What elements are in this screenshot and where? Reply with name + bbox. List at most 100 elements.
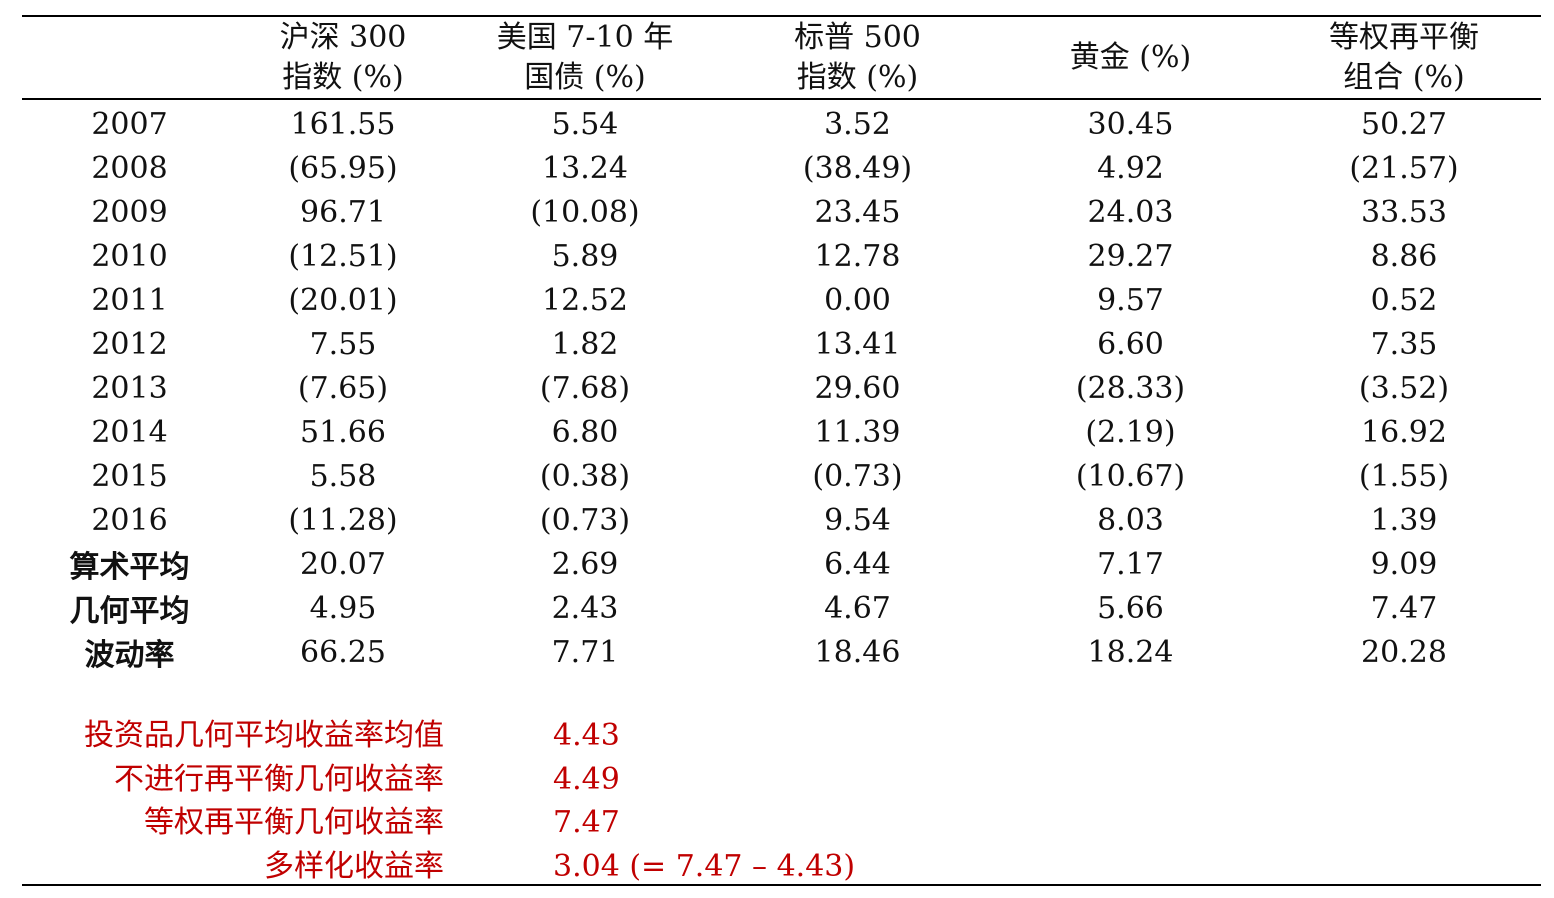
table-cell: 96.71 bbox=[300, 194, 386, 230]
table-row: 2007 161.55 5.54 3.52 30.45 50.27 bbox=[22, 98, 1541, 146]
table-cell: 6.80 bbox=[551, 414, 619, 450]
table-row: 几何平均 4.95 2.43 4.67 5.66 7.47 bbox=[22, 586, 1541, 630]
summary-row: 投资品几何平均收益率均值 4.43 bbox=[22, 714, 922, 758]
table-cell: 5.66 bbox=[1097, 590, 1164, 626]
column-header-line2: 指数 (%) bbox=[282, 59, 404, 95]
table-row: 波动率 66.25 7.71 18.46 18.24 20.28 bbox=[22, 630, 1541, 674]
table-cell: (0.73) bbox=[812, 458, 903, 494]
table-cell: 7.47 bbox=[1370, 590, 1438, 626]
column-header-line1: 黄金 (%) bbox=[1069, 39, 1192, 75]
table-row: 2013 (7.65) (7.68) 29.60 (28.33) (3.52) bbox=[22, 366, 1541, 410]
header-row: 沪深 300 指数 (%) 美国 7-10 年国债 (%) 标普 500 指数 (%) 黄… bbox=[22, 17, 1541, 98]
table-cell: 5.89 bbox=[551, 238, 619, 274]
summary-value: 4.43 bbox=[553, 718, 620, 753]
table-cell: 20.07 bbox=[300, 546, 386, 582]
summary-row: 不进行再平衡几何收益率 4.49 bbox=[22, 758, 922, 802]
column-header: 沪深 300 指数 (%) bbox=[237, 17, 449, 98]
table-row: 2010 (12.51) 5.89 12.78 29.27 8.86 bbox=[22, 234, 1541, 278]
column-header-line2: 指数 (%) bbox=[796, 59, 919, 95]
table-cell: 7.35 bbox=[1370, 326, 1438, 362]
row-label: 2014 bbox=[91, 414, 168, 450]
table-cell: (12.51) bbox=[288, 238, 398, 274]
row-label: 算术平均 bbox=[69, 550, 190, 585]
table-cell: 12.52 bbox=[542, 282, 628, 318]
table-cell: (10.08) bbox=[530, 194, 640, 230]
table-cell: (65.95) bbox=[288, 150, 398, 186]
top-rule bbox=[22, 15, 1541, 17]
table-cell: (0.73) bbox=[539, 502, 631, 538]
column-header: 黄金 (%) bbox=[994, 17, 1267, 98]
table-cell: 66.25 bbox=[300, 634, 386, 670]
table-cell: 20.28 bbox=[1361, 634, 1447, 670]
table-cell: 18.24 bbox=[1087, 634, 1174, 670]
table-cell: (3.52) bbox=[1358, 370, 1450, 406]
row-label: 2011 bbox=[91, 282, 168, 318]
table-cell: 30.45 bbox=[1087, 106, 1174, 142]
table-cell: 9.09 bbox=[1370, 546, 1438, 582]
table-row: 2012 7.55 1.82 13.41 6.60 7.35 bbox=[22, 322, 1541, 366]
table-row: 2016 (11.28) (0.73) 9.54 8.03 1.39 bbox=[22, 498, 1541, 542]
table-cell: 13.24 bbox=[542, 150, 628, 186]
table-cell: 8.86 bbox=[1370, 238, 1438, 274]
table-cell: 1.82 bbox=[551, 326, 619, 362]
row-label: 2008 bbox=[91, 150, 168, 186]
table-cell: (21.57) bbox=[1349, 150, 1459, 186]
table-cell: (2.19) bbox=[1085, 414, 1176, 450]
table-cell: 50.27 bbox=[1361, 106, 1447, 142]
column-header-line1: 标普 500 bbox=[794, 19, 921, 55]
summary-value: 7.47 bbox=[553, 805, 620, 840]
table-cell: 2.43 bbox=[551, 590, 619, 626]
table-cell: (20.01) bbox=[288, 282, 398, 318]
table-cell: 29.60 bbox=[814, 370, 901, 406]
table-cell: (1.55) bbox=[1358, 458, 1450, 494]
table-cell: 9.54 bbox=[824, 502, 891, 538]
table-cell: 2.69 bbox=[551, 546, 619, 582]
table-cell: 18.46 bbox=[814, 634, 901, 670]
table-cell: (28.33) bbox=[1075, 370, 1186, 406]
summary-section: 投资品几何平均收益率均值 4.43 不进行再平衡几何收益率 4.49 等权再平衡几何收益… bbox=[22, 714, 922, 888]
table-row: 算术平均 20.07 2.69 6.44 7.17 9.09 bbox=[22, 542, 1541, 586]
table-cell: (7.68) bbox=[539, 370, 631, 406]
row-label: 2012 bbox=[91, 326, 168, 362]
table-cell: (10.67) bbox=[1075, 458, 1186, 494]
table-cell: 16.92 bbox=[1361, 414, 1447, 450]
summary-row: 等权再平衡几何收益率 7.47 bbox=[22, 801, 922, 845]
table-cell: 4.67 bbox=[824, 590, 891, 626]
table-cell: 7.17 bbox=[1097, 546, 1164, 582]
bottom-rule bbox=[22, 884, 1541, 886]
summary-label: 投资品几何平均收益率均值 bbox=[84, 718, 444, 753]
column-header-line1: 美国 7-10 年 bbox=[496, 19, 674, 55]
table-cell: 24.03 bbox=[1087, 194, 1174, 230]
header-rule bbox=[22, 98, 1541, 100]
table-cell: 8.03 bbox=[1097, 502, 1164, 538]
table-cell: 0.52 bbox=[1370, 282, 1438, 318]
table-cell: 4.95 bbox=[309, 590, 377, 626]
table-row: 2009 96.71 (10.08) 23.45 24.03 33.53 bbox=[22, 190, 1541, 234]
table-cell: 29.27 bbox=[1087, 238, 1174, 274]
column-header: 等权再平衡 组合 (%) bbox=[1267, 17, 1541, 98]
returns-table: 沪深 300 指数 (%) 美国 7-10 年国债 (%) 标普 500 指数 (%) 黄… bbox=[22, 17, 1541, 674]
column-header-line1: 等权再平衡 bbox=[1329, 19, 1479, 55]
table-cell: (0.38) bbox=[539, 458, 631, 494]
table-cell: 1.39 bbox=[1370, 502, 1438, 538]
table-cell: 23.45 bbox=[814, 194, 901, 230]
summary-row: 多样化收益率 3.04 (= 7.47 – 4.43) bbox=[22, 845, 922, 889]
row-label: 2009 bbox=[91, 194, 168, 230]
row-label: 2016 bbox=[91, 502, 168, 538]
table-cell: 4.92 bbox=[1097, 150, 1164, 186]
summary-value: 3.04 (= 7.47 – 4.43) bbox=[553, 848, 856, 884]
table-row: 2014 51.66 6.80 11.39 (2.19) 16.92 bbox=[22, 410, 1541, 454]
row-label: 2007 bbox=[91, 106, 168, 142]
table-body: 2007 161.55 5.54 3.52 30.45 50.27 2008 (65.95) 1… bbox=[22, 98, 1541, 674]
row-label: 2015 bbox=[91, 458, 168, 494]
table-cell: 12.78 bbox=[814, 238, 901, 274]
table-cell: 5.54 bbox=[551, 106, 619, 142]
table-cell: (38.49) bbox=[802, 150, 913, 186]
table-cell: 7.71 bbox=[551, 634, 619, 670]
table-cell: 9.57 bbox=[1097, 282, 1164, 318]
table-cell: 0.00 bbox=[824, 282, 891, 318]
column-header-line1: 沪深 300 bbox=[279, 19, 407, 55]
row-label: 2013 bbox=[91, 370, 168, 406]
table-cell: 3.52 bbox=[824, 106, 891, 142]
